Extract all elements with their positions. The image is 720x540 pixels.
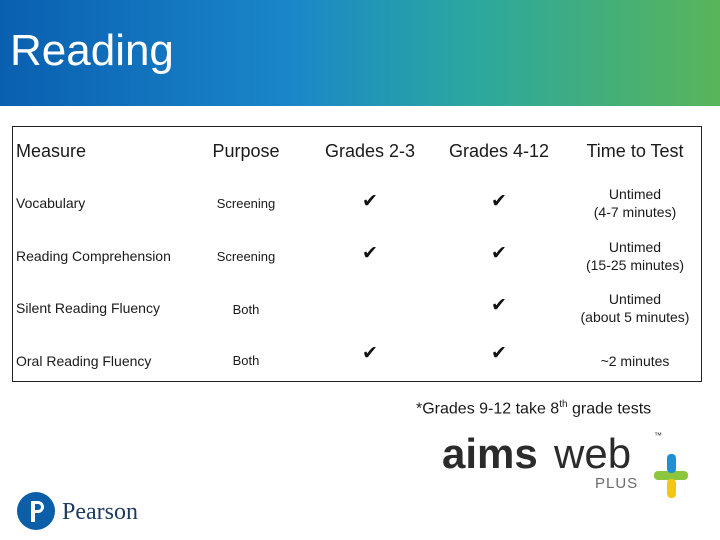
plus-cross-icon: [654, 454, 688, 498]
aimsweb-plus-logo: aims web ™ PLUS: [442, 430, 688, 498]
row-silent-reading-fluency-time: Untimed (about 5 minutes): [570, 289, 700, 327]
row-reading-comprehension-time: Untimed (15-25 minutes): [570, 237, 700, 275]
row-reading-comprehension-measure: Reading Comprehension: [16, 248, 171, 264]
aimsweb-logo-aims: aims: [442, 430, 538, 477]
time-line-1: Untimed: [608, 291, 662, 307]
row-oral-reading-fluency-g23-check: ✔: [362, 342, 378, 364]
row-silent-reading-fluency-g412-check: ✔: [491, 294, 507, 316]
trademark-symbol: ™: [654, 431, 662, 440]
aimsweb-logo-web: web: [553, 430, 631, 477]
time-line-2: (about 5 minutes): [580, 309, 690, 325]
row-reading-comprehension-g23-check: ✔: [362, 242, 378, 264]
row-reading-comprehension-purpose: Screening: [216, 248, 276, 264]
footnote-superscript: th: [559, 399, 568, 410]
footnote-text-start: *Grades 9-12 take 8: [416, 400, 560, 418]
row-oral-reading-fluency-g412-check: ✔: [491, 342, 507, 364]
aimsweb-plus-label: PLUS: [595, 475, 638, 492]
footnote-text-end: grade tests: [567, 400, 652, 418]
row-vocabulary-purpose: Screening: [216, 195, 276, 211]
slide-title: Reading: [10, 26, 174, 75]
grade-footnote: *Grades 9-12 take 8th grade tests: [416, 399, 651, 418]
header-measure: Measure: [16, 140, 87, 161]
row-silent-reading-fluency-g23-check: [310, 292, 430, 318]
time-line-1: ~2 minutes: [600, 353, 670, 369]
pearson-logo: Pearson: [17, 492, 138, 530]
row-silent-reading-fluency-purpose: Both: [232, 301, 260, 317]
row-oral-reading-fluency-measure: Oral Reading Fluency: [16, 353, 152, 369]
time-line-2: (15-25 minutes): [585, 257, 685, 273]
row-vocabulary-g23-check: ✔: [362, 190, 378, 212]
row-oral-reading-fluency-time: ~2 minutes: [570, 348, 700, 374]
time-line-1: Untimed: [608, 186, 662, 202]
header-grades-2-3: Grades 2-3: [324, 140, 416, 161]
row-vocabulary-time: Untimed (4-7 minutes): [570, 184, 700, 222]
row-reading-comprehension-g412-check: ✔: [491, 242, 507, 264]
row-vocabulary-g412-check: ✔: [491, 190, 507, 212]
row-oral-reading-fluency-purpose: Both: [232, 352, 260, 368]
time-line-1: Untimed: [608, 239, 662, 255]
row-vocabulary-measure: Vocabulary: [16, 195, 86, 211]
header-time-to-test: Time to Test: [586, 140, 684, 161]
reading-measures-table: [12, 126, 702, 382]
row-silent-reading-fluency-measure: Silent Reading Fluency: [16, 300, 160, 316]
header-banner: Reading: [0, 0, 720, 106]
header-purpose: Purpose: [212, 140, 280, 161]
pearson-p-icon: [17, 492, 55, 530]
header-grades-4-12: Grades 4-12: [448, 140, 550, 161]
time-line-2: (4-7 minutes): [593, 204, 677, 220]
pearson-wordmark: Pearson: [62, 499, 138, 525]
